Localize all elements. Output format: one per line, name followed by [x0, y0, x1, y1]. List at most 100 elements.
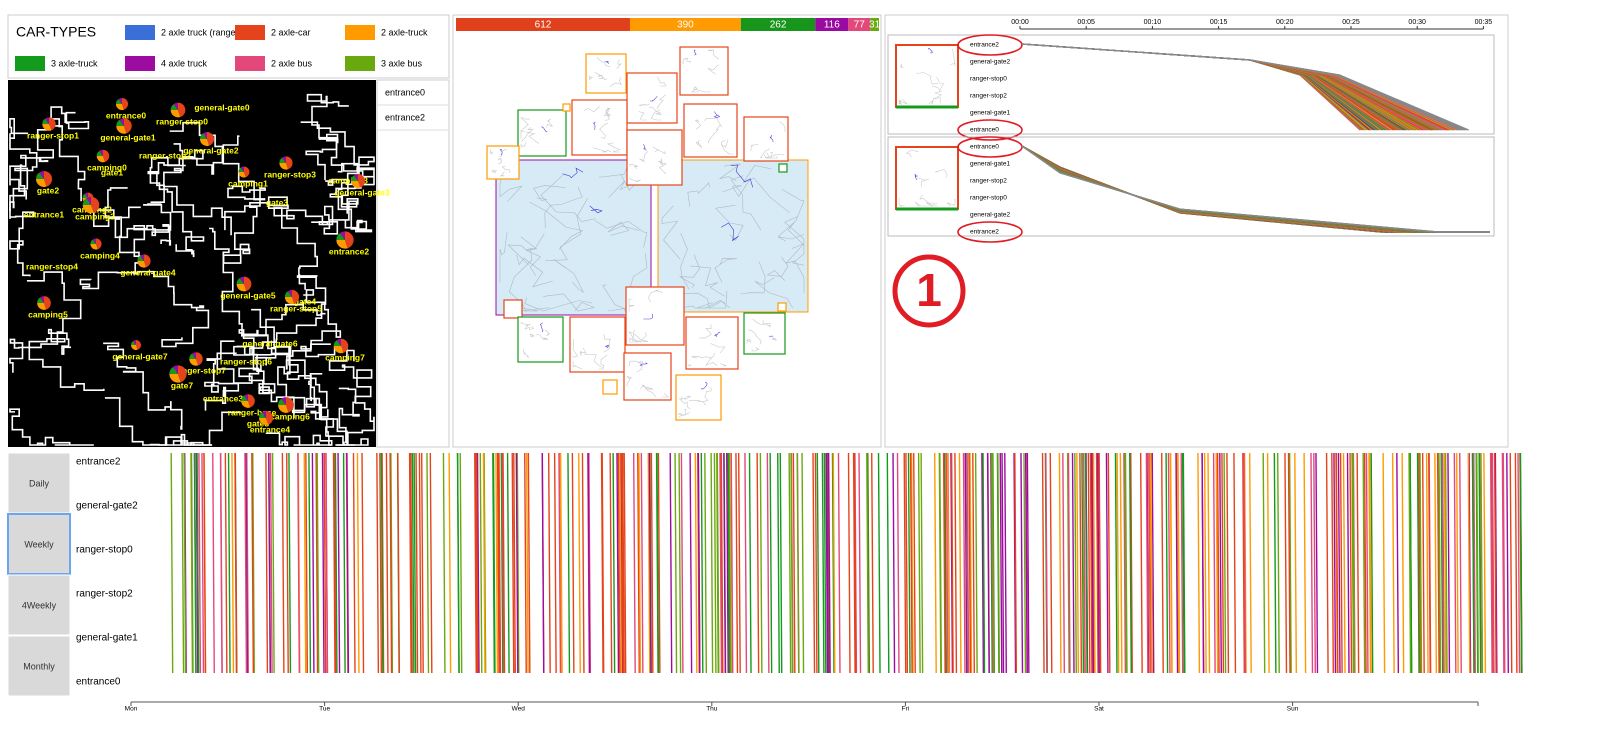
location-pie — [241, 401, 251, 408]
thumbnail-road — [914, 173, 918, 181]
location-label: ranger-stop3 — [264, 169, 316, 179]
location-label: camping8 — [328, 175, 368, 185]
trip-line — [1438, 452, 1442, 674]
thumbnail-road — [919, 194, 938, 207]
stop-label: entrance2 — [970, 42, 999, 49]
period-button[interactable] — [7, 513, 71, 575]
location-pie — [339, 231, 345, 240]
thumbnail-road — [678, 395, 691, 400]
legend-panel — [7, 14, 450, 79]
location-pie — [91, 196, 100, 213]
stop-label: entrance0 — [970, 127, 999, 134]
thumbnail-road — [661, 205, 681, 260]
legend-label: 2 axle bus — [271, 58, 313, 68]
trip-line — [1023, 452, 1027, 674]
stop-highlight — [957, 136, 1023, 158]
trip-line — [234, 452, 238, 674]
timeline-panel — [884, 14, 1509, 448]
thumbnail — [571, 99, 628, 156]
trip-line — [1368, 452, 1372, 674]
selected-item[interactable]: entrance2 — [385, 112, 425, 122]
thumbnail — [562, 103, 571, 112]
count-segment — [815, 18, 849, 31]
row-label: general-gate1 — [76, 633, 138, 644]
trip-line — [1087, 452, 1091, 674]
trip-line — [621, 452, 625, 674]
period-button-label[interactable]: 4Weekly — [22, 600, 57, 610]
thumbnail-road — [707, 64, 719, 75]
period-button[interactable] — [7, 574, 71, 636]
location-pie — [236, 278, 244, 284]
trip-line — [1020, 452, 1024, 674]
trip-line — [1119, 452, 1123, 674]
road — [318, 178, 358, 235]
trip-line — [632, 452, 636, 674]
trip-line — [968, 452, 972, 674]
selected-item[interactable]: entrance0 — [385, 87, 425, 97]
trip-line — [506, 452, 510, 674]
thumbnail-road — [630, 332, 647, 343]
location-label: camping4 — [80, 250, 120, 260]
thumbnail-road — [572, 361, 583, 370]
trip-line — [821, 452, 825, 674]
trip-line — [413, 452, 417, 674]
trip-line — [903, 452, 907, 674]
day-label: Tue — [319, 706, 330, 713]
thumbnail-road — [605, 61, 610, 64]
thumbnail-road — [905, 149, 920, 158]
trip-line — [448, 452, 452, 674]
trip-line — [728, 452, 732, 674]
thumbnail-road — [607, 142, 621, 153]
thumbnail-road — [603, 110, 612, 122]
trip-line — [442, 452, 446, 674]
thumbnail-road — [714, 258, 738, 283]
trip-line — [1370, 452, 1374, 674]
trip-line — [411, 452, 415, 674]
location-label: entrance1 — [24, 209, 64, 219]
period-button-label[interactable]: Weekly — [24, 539, 54, 549]
trip-line — [866, 452, 870, 674]
trip-line — [1467, 452, 1471, 674]
route-flow — [1021, 145, 1490, 233]
trip-line — [429, 452, 433, 674]
thumbnail-road — [636, 360, 643, 373]
trip-line — [410, 452, 413, 674]
stop-label: general-gate2 — [970, 212, 1010, 219]
location-label: general-gate0 — [194, 102, 250, 112]
trip-line — [1180, 452, 1184, 674]
thumbnail-road — [685, 57, 692, 63]
trip-line — [1114, 452, 1118, 674]
trip-line — [1076, 452, 1080, 674]
trip-line — [244, 452, 248, 674]
thumbnail-road — [628, 331, 639, 343]
thumbnail-road — [529, 333, 535, 338]
trip-line — [790, 452, 794, 674]
thumbnail — [585, 53, 627, 94]
trip-line — [571, 452, 575, 674]
thumbnail-road — [679, 254, 700, 289]
period-button-label[interactable]: Daily — [29, 478, 50, 488]
thumbnail-road — [643, 144, 646, 151]
location-label: camping1 — [228, 178, 268, 188]
trip-line — [1489, 452, 1493, 674]
trip-line — [816, 452, 820, 674]
location-label: general-gate1 — [100, 132, 156, 142]
trip-line — [1337, 452, 1341, 674]
location-pie — [96, 150, 103, 156]
location-label: gate2 — [37, 185, 59, 195]
trip-line — [333, 452, 337, 674]
trip-line — [1139, 452, 1143, 674]
thumbnail-road — [935, 169, 948, 178]
thumbnail-road — [690, 86, 700, 93]
period-button-label[interactable]: Monthly — [23, 661, 55, 671]
road — [149, 157, 205, 258]
location-pie — [116, 126, 127, 134]
trip-line — [737, 452, 741, 674]
trip-line — [950, 452, 954, 674]
row-label: entrance0 — [76, 677, 121, 688]
trip-line — [991, 452, 995, 674]
location-label: gate5 — [247, 418, 269, 428]
location-pie — [90, 244, 98, 250]
location-label: ranger-stop7 — [174, 365, 226, 375]
period-button[interactable] — [7, 635, 71, 697]
